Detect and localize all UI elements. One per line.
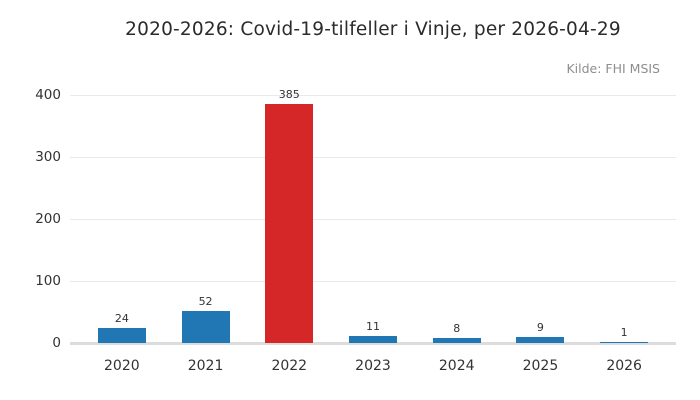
bar-value-label: 8	[453, 322, 461, 336]
chart-title: 2020-2026: Covid-19-tilfeller i Vinje, p…	[125, 19, 621, 40]
x-tick-label: 2021	[187, 358, 224, 374]
bar-2025	[516, 337, 565, 343]
y-tick-label: 200	[35, 211, 61, 227]
bar-2024	[432, 338, 481, 343]
bar-value-label: 52	[198, 294, 213, 308]
bar-value-label: 1	[620, 326, 628, 340]
x-tick-label: 2020	[104, 358, 140, 374]
y-tick-label: 300	[35, 149, 61, 165]
bar-2022	[265, 104, 314, 343]
y-tick-label: 400	[35, 87, 61, 103]
gridline	[70, 218, 676, 220]
bar-2020	[97, 328, 146, 343]
bar-2026	[600, 342, 649, 343]
source-note: Kilde: FHI MSIS	[566, 61, 660, 76]
gridline	[70, 94, 676, 96]
x-tick-label: 2022	[271, 358, 308, 374]
x-tick-label: 2025	[522, 358, 559, 374]
y-tick-label: 0	[52, 335, 61, 351]
x-tick-label: 2026	[606, 358, 642, 374]
x-tick-label: 2023	[355, 358, 391, 374]
gridline	[70, 156, 676, 158]
x-axis-baseline	[70, 342, 676, 345]
bar-value-label: 385	[278, 88, 300, 102]
plot-area: 24 52 385 11 8 9 1	[70, 88, 676, 345]
y-tick-label: 100	[35, 273, 61, 289]
bar-value-label: 11	[366, 320, 380, 334]
gridline	[70, 280, 676, 282]
bar-value-label: 9	[536, 321, 544, 335]
bar-2023	[349, 336, 397, 343]
x-tick-label: 2024	[438, 358, 475, 374]
bar-2021	[181, 310, 230, 343]
bar-value-label: 24	[114, 312, 129, 326]
